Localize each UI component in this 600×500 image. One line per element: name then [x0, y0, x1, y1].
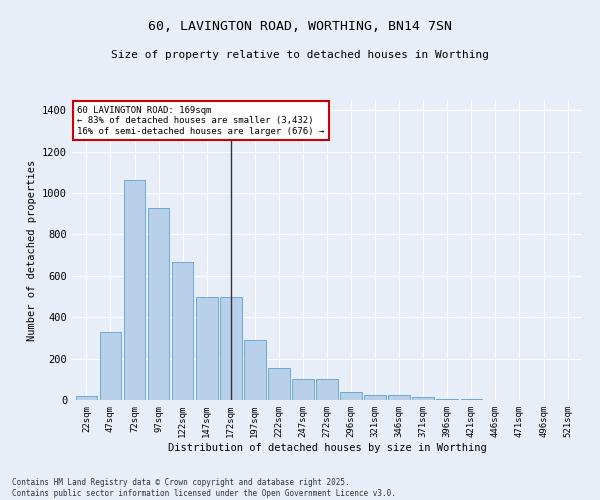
Bar [292, 380, 314, 400]
Text: Contains HM Land Registry data © Crown copyright and database right 2025.
Contai: Contains HM Land Registry data © Crown c… [12, 478, 396, 498]
Bar [436, 399, 458, 400]
Bar [76, 396, 97, 400]
Bar [316, 380, 338, 400]
Bar [364, 396, 386, 400]
Bar [172, 262, 193, 400]
Bar [124, 180, 145, 400]
Bar [220, 296, 242, 400]
Bar [244, 340, 266, 400]
Bar [196, 296, 218, 400]
X-axis label: Distribution of detached houses by size in Worthing: Distribution of detached houses by size … [167, 442, 487, 452]
Text: Size of property relative to detached houses in Worthing: Size of property relative to detached ho… [111, 50, 489, 60]
Bar [148, 208, 169, 400]
Bar [100, 332, 121, 400]
Y-axis label: Number of detached properties: Number of detached properties [26, 160, 37, 340]
Bar [388, 396, 410, 400]
Bar [461, 399, 482, 400]
Bar [340, 392, 362, 400]
Bar [412, 397, 434, 400]
Bar [268, 368, 290, 400]
Text: 60 LAVINGTON ROAD: 169sqm
← 83% of detached houses are smaller (3,432)
16% of se: 60 LAVINGTON ROAD: 169sqm ← 83% of detac… [77, 106, 325, 136]
Text: 60, LAVINGTON ROAD, WORTHING, BN14 7SN: 60, LAVINGTON ROAD, WORTHING, BN14 7SN [148, 20, 452, 33]
